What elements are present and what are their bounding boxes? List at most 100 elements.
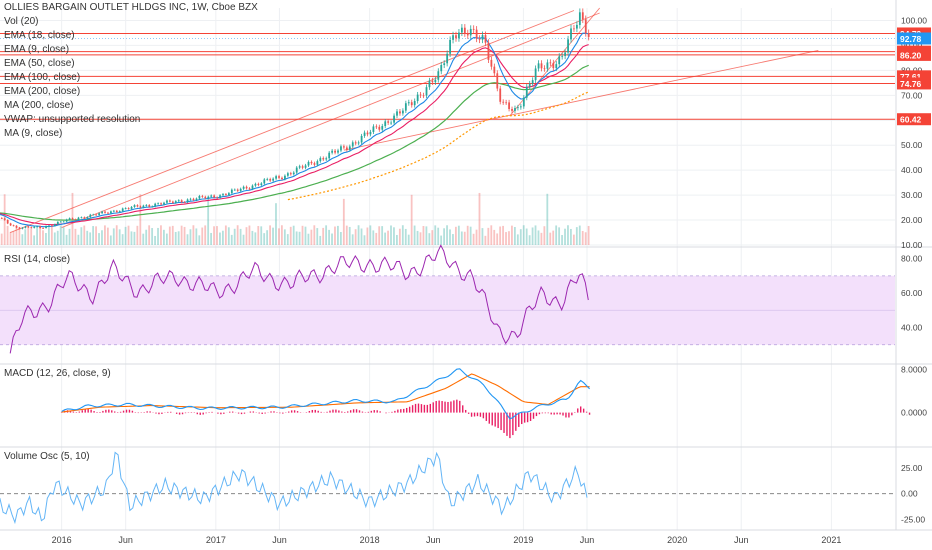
candle-body: [80, 217, 83, 219]
macd-title[interactable]: MACD (12, 26, close, 9): [4, 368, 111, 379]
volume-bar: [348, 226, 351, 245]
macd-hist-bar: [69, 410, 72, 413]
macd-hist-bar: [456, 399, 458, 413]
candle-body: [21, 227, 24, 229]
candle-body: [239, 188, 242, 191]
x-tick-label-10: Jun: [734, 535, 749, 545]
x-tick-label-2: Jun: [118, 535, 133, 545]
x-tick-label-7: 2019: [513, 535, 533, 545]
macd-hist-bar: [473, 412, 476, 417]
rsi-title[interactable]: RSI (14, close): [4, 254, 71, 265]
candle-body: [366, 132, 369, 135]
macd-hist-bar: [288, 411, 290, 413]
candle-body: [33, 226, 36, 228]
candle-body: [6, 220, 9, 224]
macd-hist-bar: [344, 411, 346, 413]
volume-bar: [387, 230, 389, 245]
volume-bar: [446, 225, 448, 245]
candle-body: [142, 205, 145, 208]
candle-body: [136, 205, 139, 207]
candle-body: [525, 86, 528, 98]
candle-body: [505, 102, 508, 104]
candle-body: [499, 88, 502, 102]
candle-body: [354, 142, 357, 144]
macd-hist-bar: [521, 412, 523, 425]
legend-ma9[interactable]: MA (9, close): [4, 128, 63, 139]
candle-body: [396, 111, 398, 116]
legend-ema9[interactable]: EMA (9, close): [4, 44, 70, 55]
candle-body: [576, 24, 578, 29]
macd-hist-bar: [178, 412, 181, 415]
candle-body: [348, 146, 351, 150]
candle-body: [104, 211, 106, 213]
price-label-6: 74.76: [900, 79, 922, 89]
volume-osc-title[interactable]: Volume Osc (5, 10): [4, 451, 90, 462]
volume-bar: [280, 225, 283, 245]
candle-body: [558, 56, 561, 65]
macd-hist-bar: [373, 410, 375, 413]
legend-ema18[interactable]: EMA (18, close): [4, 30, 75, 41]
price-tick-label-6: 70.00: [901, 90, 923, 100]
volume-bar: [45, 233, 47, 245]
volume-bar: [292, 225, 295, 245]
candle-body: [180, 200, 183, 203]
volume-bar: [98, 233, 100, 245]
candle-body: [452, 35, 454, 40]
rsi-tick-label-1: 60.00: [901, 288, 923, 298]
volume-bar: [472, 233, 475, 245]
candle-body: [469, 28, 472, 36]
volume-bar: [207, 198, 210, 245]
volume-bar: [230, 234, 233, 245]
legend-ma200[interactable]: MA (200, close): [4, 100, 74, 111]
macd-hist-bar: [470, 412, 473, 417]
candle-body: [298, 166, 301, 168]
macd-hist-bar: [332, 409, 334, 413]
macd-hist-bar: [464, 409, 467, 413]
candle-body: [245, 186, 248, 189]
macd-hist-bar: [518, 412, 520, 427]
volume-bar: [151, 228, 154, 245]
macd-hist-bar: [559, 412, 561, 415]
volume-osc-pane: [0, 451, 895, 525]
legend-ema50[interactable]: EMA (50, close): [4, 58, 75, 69]
x-tick-label-1: 2016: [52, 535, 72, 545]
volume-bar: [575, 227, 578, 245]
candle-body: [522, 97, 525, 107]
volume-bar: [269, 225, 271, 245]
legend-vol[interactable]: Vol (20): [4, 16, 39, 27]
candle-body: [343, 146, 345, 148]
macd-hist-bar: [60, 412, 63, 413]
candle-body: [573, 28, 575, 30]
candle-body: [301, 166, 304, 168]
candle-body: [460, 27, 463, 33]
ema50-line: [0, 64, 589, 221]
macd-hist-bar: [75, 412, 78, 413]
candle-body: [95, 214, 98, 216]
legend-ema100[interactable]: EMA (100, close): [4, 72, 81, 83]
price-label-box-2: [897, 32, 931, 45]
macd-hist-bar: [538, 412, 541, 415]
macd-hist-bar: [167, 411, 169, 413]
volume-bar: [224, 225, 227, 245]
volume-bar: [9, 231, 12, 245]
volume-bar: [410, 194, 413, 245]
macd-hist-bar: [497, 412, 499, 429]
candle-body: [534, 68, 537, 81]
trendline-0: [10, 10, 575, 233]
volume-bar: [0, 233, 3, 245]
volume-bar: [163, 229, 165, 245]
candle-body: [304, 165, 307, 168]
candle-body: [92, 214, 95, 216]
candle-body: [325, 158, 328, 160]
candle-body: [425, 87, 428, 96]
candle-body: [404, 103, 407, 111]
macd-hist-bar: [515, 412, 517, 431]
candle-body: [561, 55, 564, 57]
legend-ema200[interactable]: EMA (200, close): [4, 86, 81, 97]
candle-body: [174, 201, 177, 203]
macd-hist-bar: [450, 401, 452, 413]
candle-body: [581, 12, 584, 20]
legend-vwap[interactable]: VWAP: unsupported resolution: [4, 114, 141, 125]
macd-hist-bar: [252, 411, 255, 413]
candle-body: [413, 101, 416, 106]
